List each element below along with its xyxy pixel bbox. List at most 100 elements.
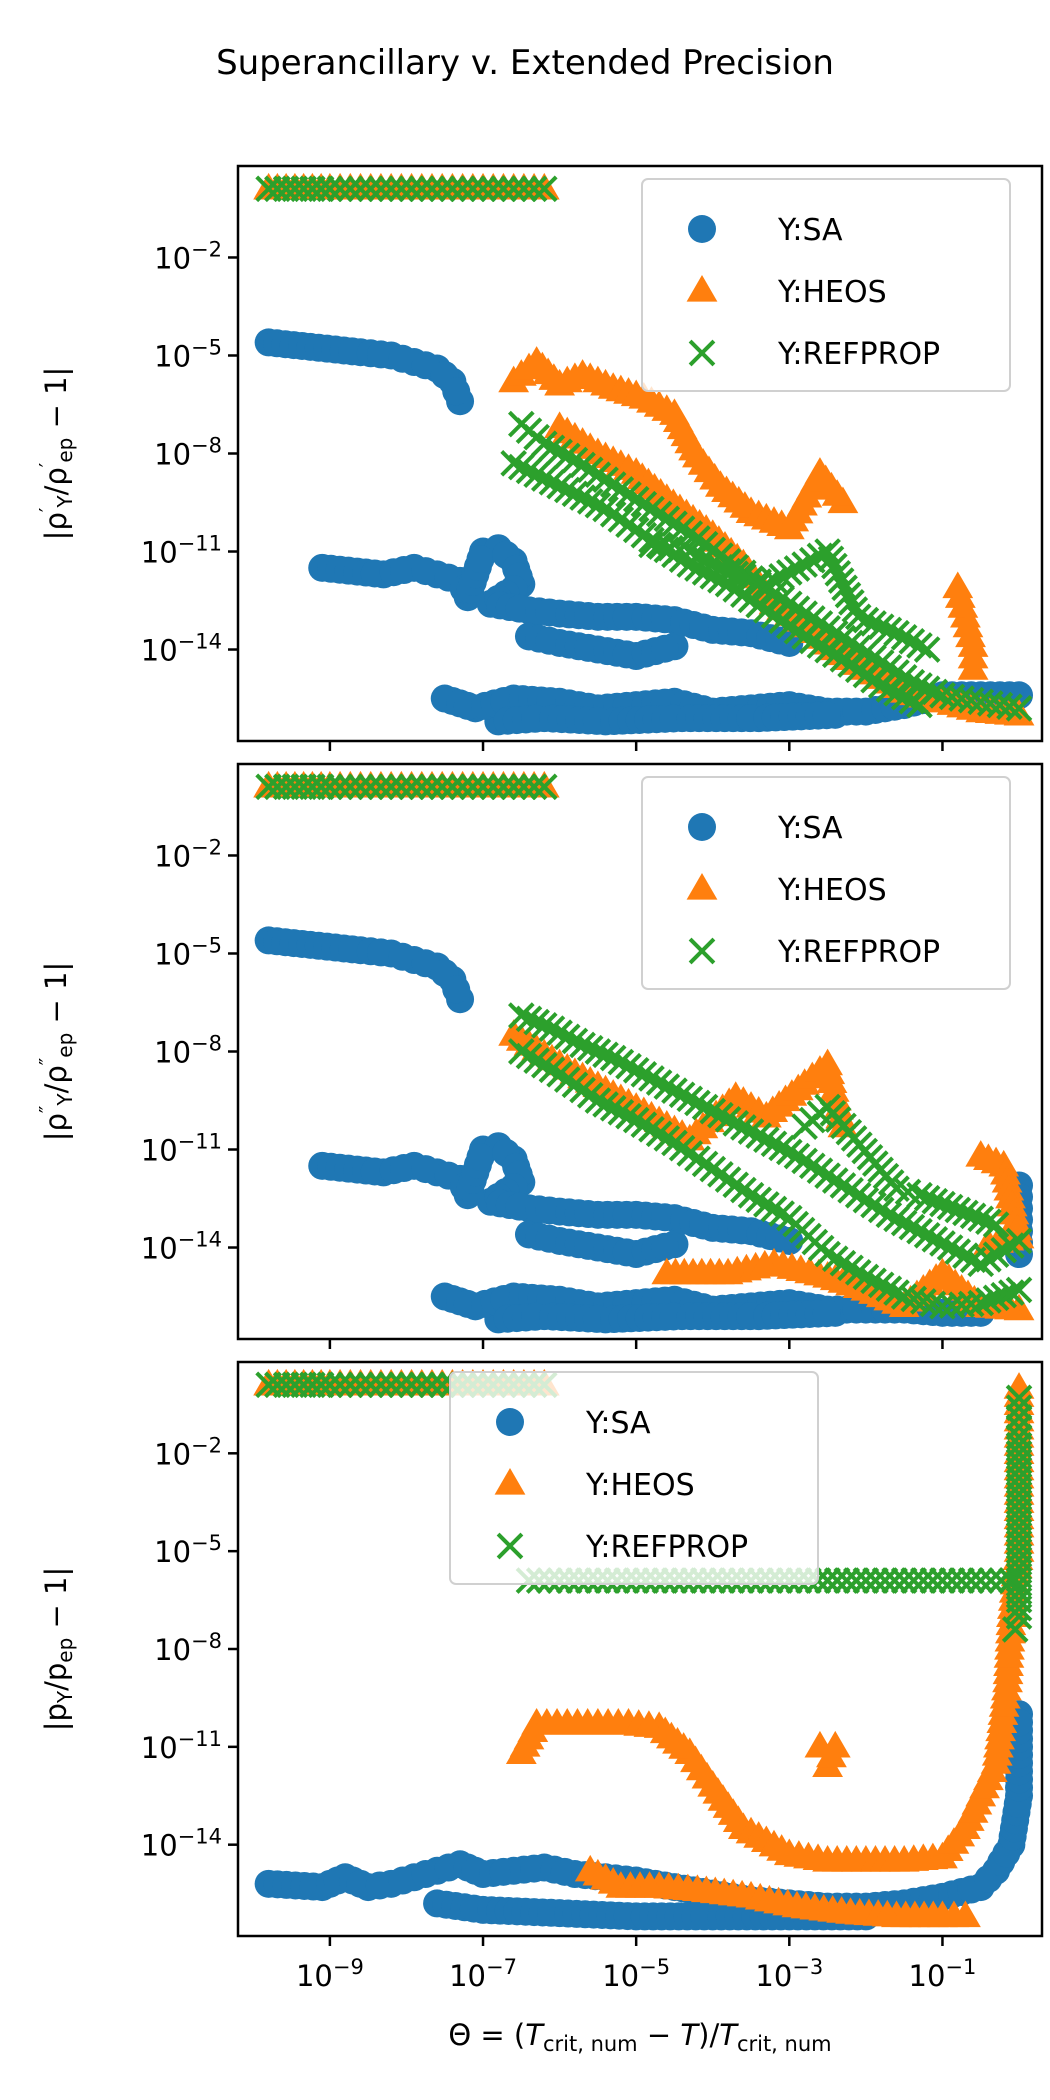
point-refprop — [428, 175, 456, 203]
point-sa — [388, 1866, 417, 1895]
point-refprop — [921, 678, 949, 706]
point-sa — [366, 938, 395, 967]
y-tick-label-exp: −11 — [178, 532, 222, 556]
point-refprop — [398, 773, 425, 801]
point-sa — [388, 942, 417, 971]
point-refprop — [377, 1371, 405, 1399]
point-refprop — [576, 488, 604, 515]
y-label-part: − 1| — [39, 962, 73, 1033]
point-refprop — [520, 175, 548, 203]
point-refprop — [676, 520, 704, 547]
y-label-part: /ρ — [39, 1065, 73, 1093]
point-refprop — [576, 1081, 604, 1109]
legend-refprop-icon — [688, 339, 716, 367]
point-refprop — [607, 1098, 635, 1126]
point-refprop — [760, 1195, 788, 1223]
point-sa — [812, 1299, 841, 1328]
point-refprop — [439, 175, 466, 203]
y-tick-label: 10−11 — [141, 1130, 222, 1168]
y-axis-label-3: |pY/pep − 1| — [39, 1567, 77, 1732]
point-refprop — [336, 1371, 364, 1399]
y-tick-label: 10−8 — [154, 1032, 222, 1070]
legend-sa-icon — [496, 1408, 524, 1436]
point-refprop — [798, 627, 826, 655]
point-refprop — [520, 773, 548, 801]
point-refprop — [307, 1371, 335, 1399]
point-refprop — [990, 1236, 1018, 1264]
point-refprop — [449, 175, 476, 203]
point-refprop — [530, 175, 558, 203]
point-refprop — [883, 619, 910, 647]
point-refprop — [737, 565, 765, 593]
x-tick-label-exp: −9 — [333, 1955, 364, 1979]
point-heos — [957, 641, 989, 669]
point-refprop — [730, 563, 757, 590]
point-refprop — [967, 1567, 995, 1594]
point-heos — [955, 620, 986, 648]
point-heos — [802, 1843, 834, 1870]
point-refprop — [459, 773, 487, 801]
point-refprop — [507, 1002, 535, 1029]
point-heos — [691, 1761, 723, 1789]
point-refprop — [676, 1085, 704, 1113]
y-tick-label-base: 10 — [154, 438, 191, 472]
point-refprop — [367, 1371, 395, 1399]
y-tick-label-exp: −2 — [191, 1433, 222, 1457]
point-refprop — [760, 1130, 788, 1158]
point-heos — [803, 1258, 835, 1286]
point-refprop — [530, 773, 558, 801]
point-refprop — [657, 534, 684, 562]
point-refprop — [592, 1091, 619, 1118]
point-refprop — [1005, 1227, 1033, 1255]
point-refprop — [336, 773, 364, 801]
point-heos — [726, 1879, 758, 1907]
point-heos — [938, 1900, 970, 1928]
point-refprop — [760, 566, 788, 594]
legend-box — [449, 1371, 819, 1585]
point-refprop — [469, 175, 497, 203]
point-refprop — [459, 175, 487, 203]
y-tick-label-base: 10 — [154, 339, 191, 373]
legend-refprop-icon — [688, 937, 716, 965]
point-refprop — [500, 175, 527, 203]
y-label-part: /ρ — [39, 467, 73, 495]
point-refprop — [1005, 1456, 1033, 1483]
point-refprop — [906, 1217, 933, 1245]
y-tick-label: 10−2 — [154, 237, 222, 275]
point-refprop — [775, 559, 803, 586]
y-label-part: ′ — [35, 507, 59, 512]
point-refprop — [975, 1208, 1002, 1236]
point-heos — [541, 1708, 573, 1735]
point-refprop — [890, 623, 918, 651]
y-label-part: |ρ — [39, 512, 73, 540]
point-refprop — [944, 1238, 972, 1265]
y-tick-label-exp: −8 — [191, 434, 222, 458]
point-heos — [772, 1888, 804, 1916]
x-tick-label: 10−9 — [296, 1955, 364, 1993]
x-label-sub1: crit, num — [543, 2032, 638, 2056]
point-refprop — [418, 773, 446, 801]
y-tick-label-exp: −8 — [191, 1629, 222, 1653]
point-sa — [411, 557, 440, 586]
point-refprop — [867, 1196, 895, 1224]
point-refprop — [967, 1205, 995, 1233]
point-refprop — [875, 616, 903, 644]
point-sa — [520, 1854, 549, 1883]
y-label-part: |ρ — [39, 1113, 73, 1141]
y-tick-label: 10−11 — [141, 532, 222, 570]
point-refprop — [418, 175, 446, 203]
point-refprop — [890, 1209, 918, 1237]
point-refprop — [827, 567, 855, 594]
point-refprop — [326, 1371, 354, 1399]
point-refprop — [833, 1567, 861, 1594]
point-refprop — [490, 175, 517, 203]
legend-label-refprop: Y:REFPROP — [585, 1530, 748, 1565]
y-tick-label-exp: −14 — [178, 1825, 222, 1849]
y-label-part: ep — [53, 438, 77, 463]
x-tick-label-exp: −5 — [639, 1955, 670, 1979]
point-sa — [388, 344, 417, 373]
point-refprop — [844, 1259, 872, 1286]
x-label-T3: T — [719, 2018, 739, 2052]
y-label-part: Y — [53, 1093, 77, 1107]
